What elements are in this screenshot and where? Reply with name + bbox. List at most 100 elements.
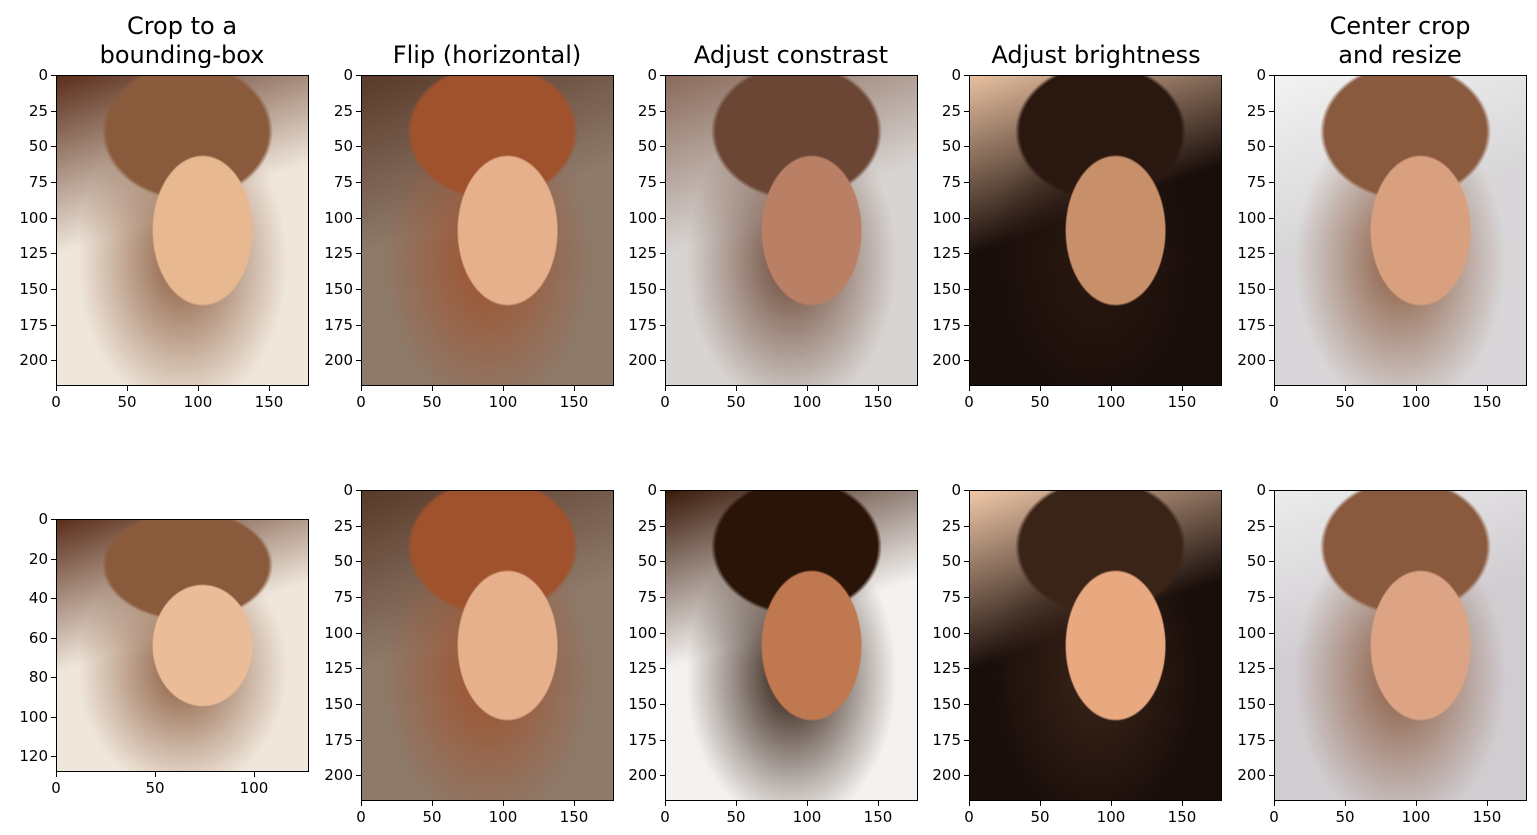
y-tick-label: 150	[628, 695, 657, 713]
x-tick-mark	[1487, 386, 1488, 391]
panel-brightness-original	[969, 75, 1222, 386]
y-tick-mark	[1269, 668, 1274, 669]
y-tick-label: 175	[1237, 731, 1266, 749]
y-tick-mark	[660, 325, 665, 326]
y-tick-mark	[51, 360, 56, 361]
y-tick-mark	[356, 218, 361, 219]
x-tick-label: 50	[422, 393, 442, 411]
y-tick-label: 25	[941, 102, 961, 120]
y-tick-label: 50	[637, 552, 657, 570]
x-tick-label: 100	[239, 779, 269, 797]
y-tick-mark	[1269, 775, 1274, 776]
column-title-crop: Crop to a bounding-box	[99, 12, 265, 69]
y-tick-mark	[964, 218, 969, 219]
y-tick-mark	[660, 490, 665, 491]
y-tick-label: 0	[647, 66, 657, 84]
y-tick-mark	[1269, 325, 1274, 326]
x-tick-mark	[878, 386, 879, 391]
y-tick-label: 75	[1246, 588, 1266, 606]
x-tick-mark	[503, 801, 504, 806]
y-tick-label: 100	[19, 209, 48, 227]
y-tick-label: 150	[628, 280, 657, 298]
column-title-brightness: Adjust brightness	[991, 41, 1201, 69]
x-tick-label: 50	[117, 393, 137, 411]
y-tick-label: 125	[1237, 659, 1266, 677]
x-tick-mark	[269, 386, 270, 391]
x-tick-mark	[1182, 386, 1183, 391]
y-tick-mark	[356, 597, 361, 598]
y-tick-mark	[964, 704, 969, 705]
y-tick-label: 75	[941, 588, 961, 606]
panel-crop-bbox-original	[56, 75, 309, 386]
x-tick-label: 0	[660, 393, 670, 411]
y-tick-mark	[660, 526, 665, 527]
y-tick-mark	[356, 704, 361, 705]
y-tick-label: 100	[324, 624, 353, 642]
y-tick-label: 200	[628, 766, 657, 784]
x-tick-label: 150	[1167, 393, 1197, 411]
y-tick-mark	[964, 561, 969, 562]
x-tick-label: 150	[559, 393, 589, 411]
x-tick-label: 50	[422, 808, 442, 826]
y-tick-label: 100	[324, 209, 353, 227]
y-tick-mark	[660, 597, 665, 598]
y-tick-label: 50	[333, 137, 353, 155]
x-tick-label: 50	[1335, 393, 1355, 411]
y-tick-label: 75	[333, 588, 353, 606]
x-tick-mark	[807, 386, 808, 391]
x-tick-label: 150	[1472, 808, 1502, 826]
y-tick-label: 175	[1237, 316, 1266, 334]
y-tick-mark	[964, 111, 969, 112]
y-tick-mark	[356, 325, 361, 326]
y-tick-label: 50	[941, 552, 961, 570]
y-tick-label: 75	[333, 173, 353, 191]
y-tick-mark	[51, 756, 56, 757]
y-tick-mark	[964, 146, 969, 147]
y-tick-mark	[356, 289, 361, 290]
y-tick-mark	[356, 146, 361, 147]
y-tick-label: 125	[19, 244, 48, 262]
x-tick-label: 150	[863, 393, 893, 411]
x-tick-mark	[56, 386, 57, 391]
x-tick-mark	[574, 801, 575, 806]
y-tick-label: 60	[28, 629, 48, 647]
x-tick-mark	[969, 801, 970, 806]
x-tick-label: 0	[51, 393, 61, 411]
y-tick-mark	[660, 561, 665, 562]
y-tick-label: 0	[38, 66, 48, 84]
x-tick-label: 100	[792, 808, 822, 826]
y-tick-label: 0	[647, 481, 657, 499]
y-tick-label: 50	[1246, 137, 1266, 155]
y-tick-mark	[1269, 597, 1274, 598]
x-tick-mark	[1345, 801, 1346, 806]
y-tick-mark	[964, 526, 969, 527]
x-tick-label: 0	[964, 808, 974, 826]
panel-contrast-original	[665, 75, 918, 386]
panel-crop-bbox-result	[56, 519, 309, 772]
y-tick-label: 75	[637, 173, 657, 191]
x-tick-mark	[432, 801, 433, 806]
x-tick-label: 100	[1096, 393, 1126, 411]
x-tick-label: 0	[964, 393, 974, 411]
y-tick-label: 50	[941, 137, 961, 155]
y-tick-mark	[356, 111, 361, 112]
y-tick-label: 120	[19, 747, 48, 765]
x-tick-label: 100	[1096, 808, 1126, 826]
x-tick-label: 150	[559, 808, 589, 826]
y-tick-label: 150	[324, 695, 353, 713]
y-tick-mark	[51, 75, 56, 76]
x-tick-label: 0	[660, 808, 670, 826]
x-tick-mark	[1111, 801, 1112, 806]
y-tick-mark	[51, 289, 56, 290]
y-tick-label: 175	[932, 316, 961, 334]
x-tick-label: 150	[254, 393, 284, 411]
y-tick-mark	[1269, 360, 1274, 361]
x-tick-mark	[361, 801, 362, 806]
x-tick-mark	[361, 386, 362, 391]
x-tick-mark	[155, 772, 156, 777]
y-tick-mark	[660, 75, 665, 76]
y-tick-label: 25	[28, 102, 48, 120]
x-tick-label: 50	[1030, 808, 1050, 826]
y-tick-label: 0	[343, 66, 353, 84]
y-tick-label: 100	[628, 209, 657, 227]
